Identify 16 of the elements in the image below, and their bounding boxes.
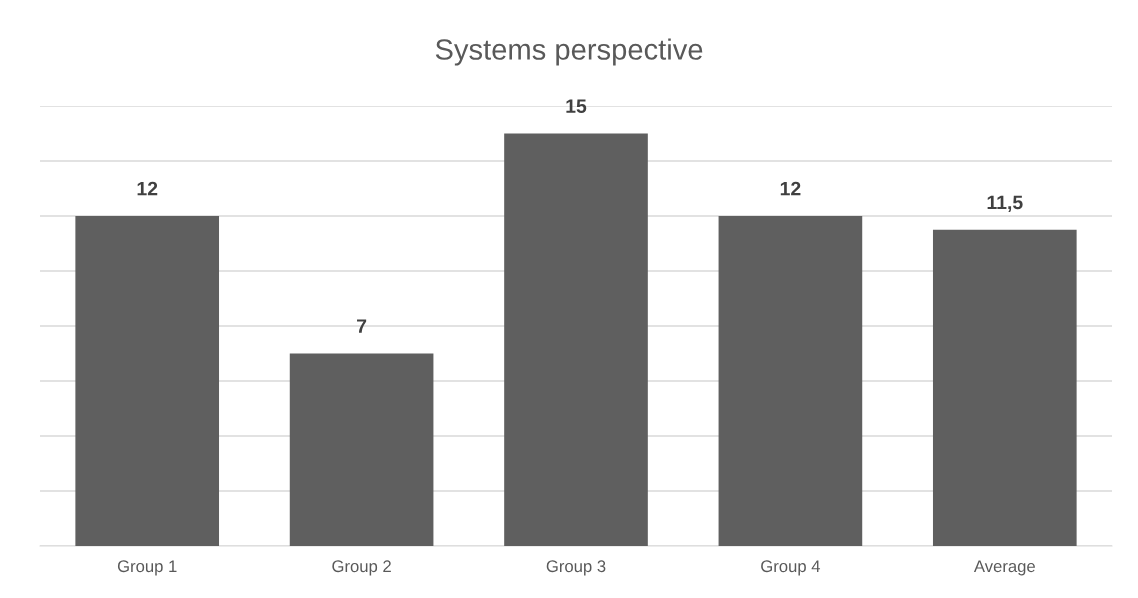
bar xyxy=(718,216,863,546)
x-tick-label: Group 3 xyxy=(546,560,606,576)
bar xyxy=(932,229,1077,546)
bar xyxy=(504,133,648,546)
x-tick-label: Group 4 xyxy=(761,560,821,576)
data-label: 15 xyxy=(566,99,587,113)
x-tick-label: Group 1 xyxy=(117,560,177,576)
chart-title: Systems perspective xyxy=(435,38,703,66)
data-label: 12 xyxy=(137,181,158,196)
bar xyxy=(289,353,434,546)
data-label: 12 xyxy=(780,181,801,196)
x-tick-label: Group 2 xyxy=(332,560,391,576)
bar xyxy=(75,216,220,546)
data-label: 7 xyxy=(357,319,367,333)
x-tick-label: Average xyxy=(973,560,1035,576)
data-label: 11,5 xyxy=(987,195,1023,213)
